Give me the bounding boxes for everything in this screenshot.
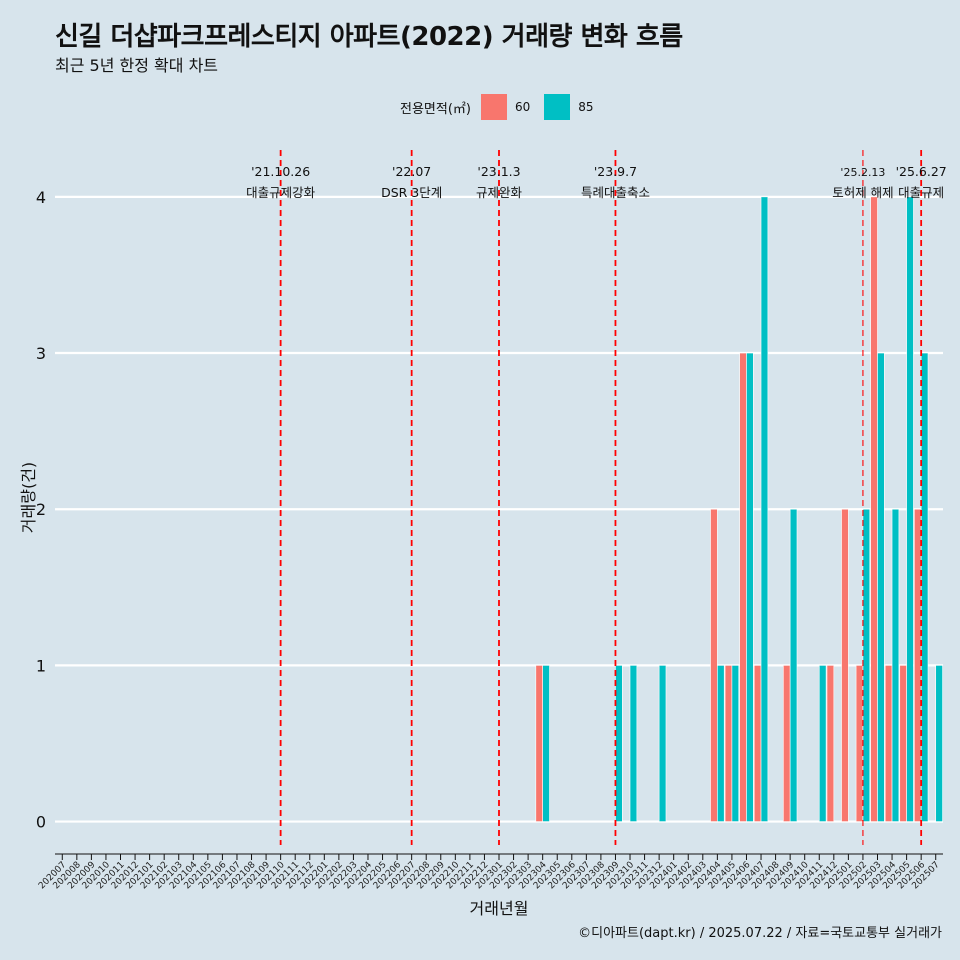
bar-85-202404 <box>717 665 725 822</box>
bar-85-202506 <box>920 352 929 822</box>
legend: 전용면적(㎡) 60 85 <box>400 93 608 121</box>
legend-swatch-60 <box>480 94 507 120</box>
bar-60-202409 <box>783 665 791 822</box>
event-name-label: 규제완화 <box>476 185 523 200</box>
legend-label-85: 85 <box>578 100 594 114</box>
bar-85-202504 <box>891 508 900 822</box>
legend-title: 전용면적(㎡) <box>400 101 471 117</box>
bar-85-202310 <box>629 665 638 822</box>
legend-swatch-85 <box>544 94 571 120</box>
bar-85-202505 <box>906 196 914 822</box>
y-axis-title: 거래량(건) <box>19 462 38 533</box>
bar-85-202309 <box>615 665 623 822</box>
event-date-label: '23.9.7 <box>594 164 637 179</box>
bar-60-202504 <box>884 665 893 822</box>
bar-60-202412 <box>826 665 835 822</box>
bar-85-202406 <box>746 352 754 822</box>
x-axis-title: 거래년월 <box>470 899 529 918</box>
bar-60-202505 <box>899 665 907 822</box>
event-date-label: '22.07 <box>392 164 431 179</box>
bar-60-202407 <box>753 665 762 822</box>
event-name-label: DSR 3단계 <box>381 185 442 200</box>
chart-subtitle: 최근 5년 한정 확대 차트 <box>55 56 219 75</box>
bar-85-202411 <box>818 665 827 822</box>
bar-85-202405 <box>731 665 740 822</box>
bar-85-202502 <box>862 508 871 822</box>
bar-60-202405 <box>724 665 733 822</box>
bar-85-202312 <box>658 665 667 822</box>
bar-85-202409 <box>789 508 798 822</box>
bar-60-202502 <box>855 665 864 822</box>
bar-85-202503 <box>877 352 885 822</box>
bar-85-202407 <box>760 196 769 822</box>
chart-title: 신길 더샵파크프레스티지 아파트(2022) 거래량 변화 흐름 <box>55 22 683 52</box>
legend-label-60: 60 <box>514 100 531 114</box>
bar-60-202506 <box>914 508 922 822</box>
y-tick-label: 1 <box>36 656 46 675</box>
event-name-label: 대출규제 <box>898 185 944 200</box>
bar-60-202406 <box>739 352 747 822</box>
y-tick-label: 3 <box>36 344 46 363</box>
bar-60-202501 <box>841 508 849 822</box>
event-date-label: '25.6.27 <box>896 164 947 179</box>
event-name-label: 특례대출축소 <box>581 185 650 200</box>
y-tick-label: 4 <box>36 188 46 207</box>
event-date-label: '25.2.13 <box>840 166 885 179</box>
event-name-label: 토허제 해제 <box>832 185 893 200</box>
y-tick-label: 0 <box>36 813 46 832</box>
y-tick-label: 2 <box>36 500 46 519</box>
event-date-label: '23.1.3 <box>477 164 520 179</box>
event-name-label: 대출규제강화 <box>246 185 316 200</box>
bar-85-202304 <box>542 665 550 822</box>
bar-60-202304 <box>535 665 543 822</box>
bar-60-202404 <box>710 508 718 822</box>
bar-85-202507 <box>935 665 943 822</box>
event-date-label: '21.10.26 <box>251 164 310 179</box>
caption: ©디아파트(dapt.kr) / 2025.07.22 / 자료=국토교통부 실… <box>578 926 942 941</box>
bar-60-202503 <box>870 196 878 822</box>
